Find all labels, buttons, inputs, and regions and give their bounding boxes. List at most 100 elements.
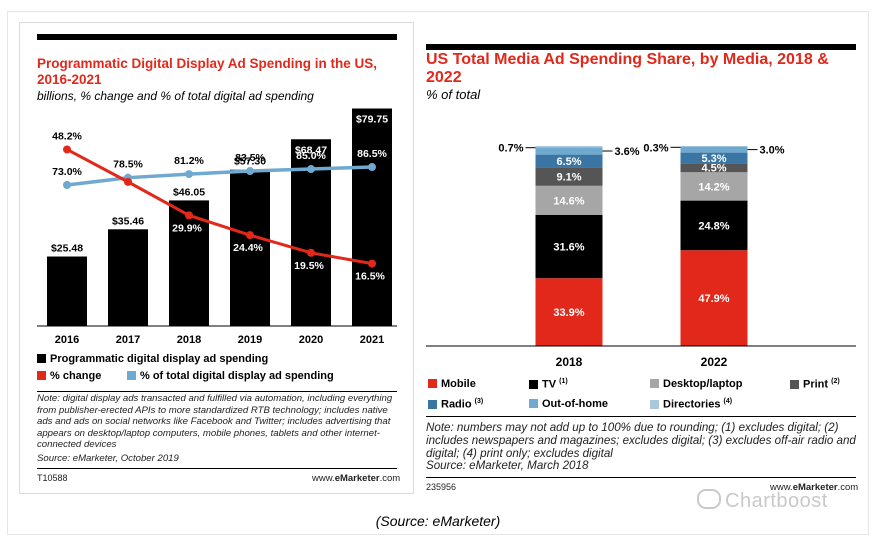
segment-label-out-of-home-2022: 3.0% [760, 145, 785, 157]
label-pct-change-2016: 48.2% [52, 130, 82, 142]
segment-label-directories-2022: 0.3% [643, 142, 668, 154]
label-pct-total-2019: 83.5% [235, 152, 265, 164]
right-brand: www.eMarketer.com [770, 482, 859, 493]
segment-directories-2022 [680, 146, 748, 147]
segment-label-radio-2018: 6.5% [556, 156, 581, 168]
chat-bubble-icon [697, 489, 721, 509]
point-pct-change-2019 [246, 231, 254, 240]
point-pct-change-2016 [63, 145, 71, 154]
label-pct-total-2020: 85.0% [296, 150, 326, 162]
point-pct-total-2021 [368, 163, 376, 172]
segment-out_of_home-2018 [535, 147, 603, 155]
left-chart-title: Programmatic Digital Display Ad Spending… [37, 56, 378, 87]
legend-desktop: Desktop/laptop [650, 378, 742, 390]
series-line-pct-total [66, 165, 373, 187]
segment-desktop-2022 [680, 172, 748, 201]
left-chart-subtitle: billions, % change and % of total digita… [37, 89, 314, 103]
segment-tv-2022 [680, 200, 748, 251]
right-top-bar [426, 44, 856, 50]
bar-2016 [47, 256, 87, 326]
source-caption: (Source: eMarketer) [375, 513, 501, 529]
segment-mobile-2018 [535, 278, 603, 346]
legend-swatch [529, 399, 538, 408]
left-chart-panel: Programmatic Digital Display Ad Spending… [19, 22, 414, 494]
point-pct-total-2018 [185, 170, 193, 179]
point-pct-change-2020 [307, 248, 315, 257]
legend-radio: Radio (3) [428, 398, 483, 411]
legend-swatch [127, 371, 136, 380]
legend-swatch [428, 399, 437, 409]
legend-pct-change: % change [37, 370, 101, 382]
screenshot-frame [7, 11, 869, 535]
right-chart-source: Source: eMarketer, March 2018 [426, 459, 589, 472]
label-pct-change-2019: 24.4% [233, 242, 263, 254]
label-pct-total-2021: 86.5% [357, 148, 387, 160]
x-tick-2017: 2017 [116, 334, 140, 346]
label-pct-total-2016: 73.0% [52, 166, 82, 178]
right-chart-plot: 33.9% 31.6% 14.6% 9.1% 6.5% 3.6% 0.7% 2018 47.9%… [426, 142, 856, 369]
label-pct-change-2021: 16.5% [355, 271, 385, 283]
point-pct-change-2017 [124, 177, 132, 186]
left-brand: www.eMarketer.com [312, 473, 401, 484]
legend-out-of-home: Out-of-home [529, 398, 608, 410]
segment-print-2018 [535, 167, 603, 186]
segment-tv-2018 [535, 215, 603, 279]
watermark-text: Chartboost [725, 490, 828, 512]
bar-label-2021: $79.75 [356, 114, 388, 126]
legend-directories: Directories (4) [650, 398, 732, 411]
label-pct-change-2018: 29.9% [172, 222, 202, 234]
legend-label: Desktop/laptop [663, 378, 743, 390]
legend-label: Print [803, 378, 829, 391]
segment-radio-2022 [680, 152, 748, 164]
legend-label: % change [50, 370, 102, 382]
legend-programmatic: Programmatic digital display ad spending [37, 353, 268, 365]
series-line-pct-change [66, 148, 373, 266]
x-tick-2018: 2018 [177, 334, 201, 346]
segment-label-out-of-home-2018: 3.6% [615, 146, 640, 158]
label-pct-change-2017: 39.2% [111, 189, 141, 201]
legend-pct-total: % of total digital display ad spending [127, 370, 334, 382]
segment-print-2022 [680, 163, 748, 173]
segment-label-print-2022: 4.5% [701, 163, 726, 175]
legend-swatch [428, 379, 437, 388]
segment-label-desktop-2022: 14.2% [698, 181, 729, 193]
bar-2019 [230, 169, 270, 326]
legend-label: TV [542, 378, 557, 391]
watermark: Chartboost [697, 489, 828, 513]
segment-out_of_home-2022 [680, 146, 748, 153]
point-pct-total-2016 [63, 181, 71, 189]
point-pct-total-2020 [307, 165, 315, 174]
segment-mobile-2022 [680, 250, 748, 346]
right-footer-divider [426, 477, 856, 478]
left-note-divider [37, 391, 397, 392]
segment-label-print-2018: 9.1% [556, 172, 581, 184]
segment-label-mobile-2018: 33.9% [553, 307, 584, 319]
left-top-bar [37, 34, 397, 40]
legend-label: Programmatic digital display ad spending [50, 353, 269, 365]
right-chart-panel: US Total Media Ad Spending Share, by Med… [424, 40, 859, 495]
left-chart-note: Note: digital display ads transacted and… [37, 393, 393, 451]
label-pct-change-2020: 19.5% [294, 260, 324, 272]
legend-label: Directories [663, 398, 721, 411]
legend-label: % of total digital display ad spending [140, 370, 334, 382]
legend-swatch [37, 354, 46, 363]
left-chart-source: Source: eMarketer, October 2019 [37, 453, 179, 464]
label-pct-total-2017: 78.5% [113, 159, 143, 171]
x-tick-2019: 2019 [238, 334, 262, 346]
segment-label-tv-2022: 24.8% [698, 220, 729, 232]
legend-swatch [790, 379, 799, 389]
bar-label-2016: $25.48 [51, 243, 83, 255]
legend-print: Print (2) [790, 378, 840, 391]
right-chart-subtitle: % of total [426, 87, 481, 102]
right-chart-title: US Total Media Ad Spending Share, by Med… [426, 51, 829, 86]
right-note-divider [426, 416, 856, 417]
bar-2021 [352, 108, 392, 326]
legend-swatch [650, 379, 659, 388]
x-tick-2020: 2020 [299, 334, 323, 346]
left-footer-divider [37, 468, 397, 469]
segment-radio-2018 [535, 154, 603, 168]
x-tick-2021: 2021 [360, 334, 384, 346]
bar-label-2018: $46.05 [173, 186, 205, 198]
segment-desktop-2018 [535, 185, 603, 215]
bar-2018 [169, 200, 209, 326]
